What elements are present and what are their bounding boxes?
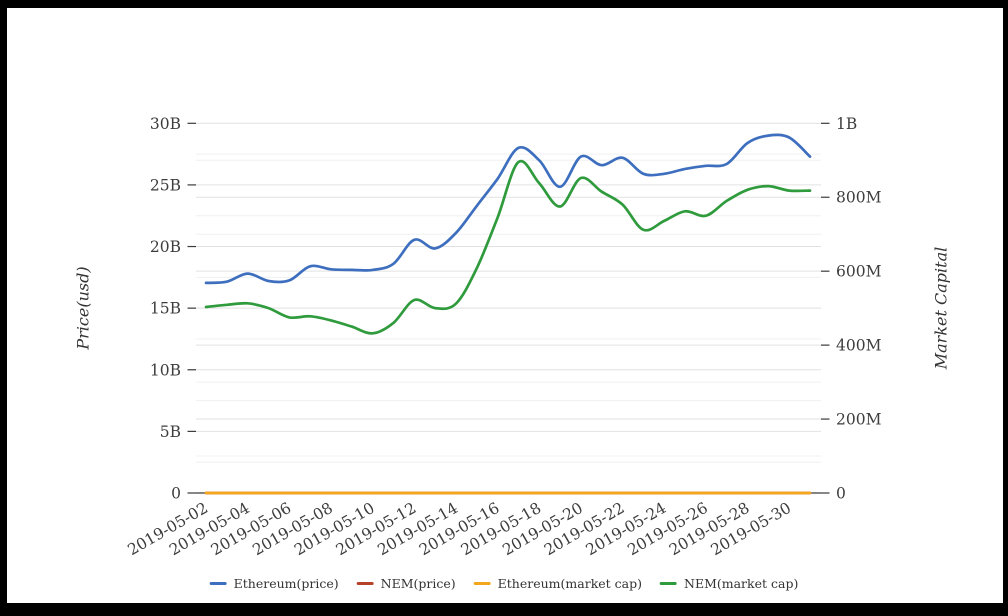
left-axis-title: Price(usd): [73, 266, 93, 350]
legend-item: NEM(price): [356, 576, 456, 591]
right-axis-tick-label: 600M: [836, 263, 882, 281]
legend-swatch: [660, 582, 678, 585]
right-axis-title: Market Capital: [931, 246, 951, 370]
legend-item: NEM(market cap): [660, 576, 798, 591]
left-axis-tick-label: 30B: [150, 115, 181, 133]
legend-label: NEM(price): [380, 576, 456, 591]
right-axis-tick-label: 200M: [836, 411, 882, 429]
legend-swatch: [473, 582, 491, 585]
line-nem-market-cap: [204, 159, 812, 335]
right-axis-tick-label: 400M: [836, 337, 882, 355]
chart-legend: Ethereum(price) NEM(price) Ethereum(market…: [209, 576, 798, 591]
legend-label: Ethereum(market cap): [497, 576, 643, 591]
left-axis-tick-label: 15B: [150, 300, 181, 318]
legend-swatch: [209, 582, 227, 585]
line-ethereum-price: [204, 133, 812, 285]
left-axis-tick-label: 5B: [160, 423, 181, 441]
left-axis-tick-label: 10B: [150, 361, 181, 379]
legend-label: Ethereum(price): [233, 576, 339, 591]
legend-label: NEM(market cap): [684, 576, 799, 591]
legend-swatch: [356, 582, 374, 585]
right-axis-tick-label: 1B: [836, 115, 857, 133]
right-axis-tick-label: 800M: [836, 189, 882, 207]
left-axis-tick-label: 0: [171, 485, 181, 503]
left-axis-tick-label: 25B: [150, 176, 181, 194]
right-axis-tick-label: 0: [836, 485, 846, 503]
legend-item: Ethereum(market cap): [473, 576, 643, 591]
legend-item: Ethereum(price): [209, 576, 339, 591]
left-axis-tick-label: 20B: [150, 238, 181, 256]
